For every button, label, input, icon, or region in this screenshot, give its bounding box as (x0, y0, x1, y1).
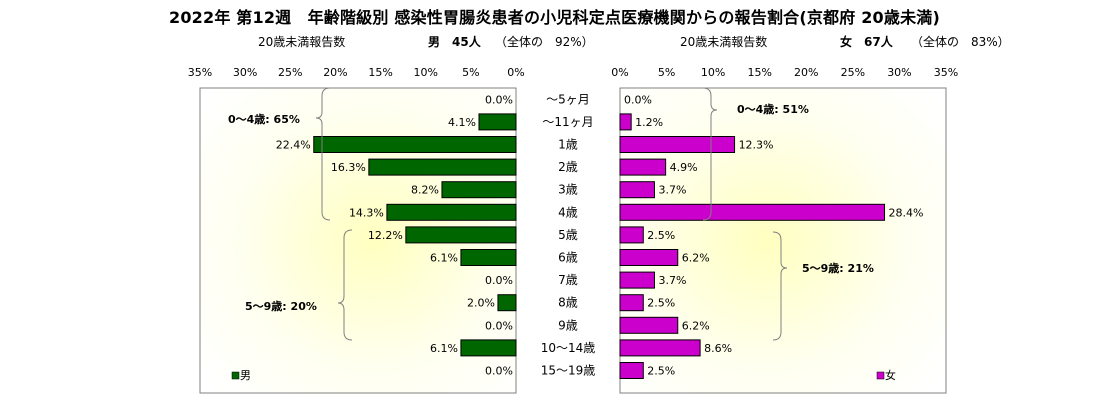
female-value-label: 6.2% (682, 252, 710, 265)
male-bar (460, 249, 517, 266)
male-value-label: 8.2% (411, 184, 439, 197)
left-axis-tick: 15% (368, 66, 392, 79)
right-axis-tick: 35% (934, 66, 958, 79)
female-5-9-bracket (772, 231, 788, 341)
male-0-4-bracket (315, 87, 331, 221)
male-bar (497, 294, 517, 312)
left-share: （全体の 92%） (495, 35, 594, 49)
male-value-label: 4.1% (448, 116, 476, 129)
left-axis-tick: 0% (507, 66, 524, 79)
male-value-label: 0.0% (485, 365, 513, 378)
category-label: 6歳 (558, 251, 578, 265)
left-axis-tick: 20% (323, 66, 347, 79)
right-axis-tick: 0% (611, 66, 628, 79)
male-value-label: 2.0% (467, 297, 495, 310)
female-value-label: 6.2% (682, 319, 710, 332)
category-label: 3歳 (558, 183, 578, 197)
female-bar (619, 249, 679, 266)
female-bar (619, 339, 701, 357)
female-bar (619, 136, 736, 153)
right-axis-tick: 30% (887, 66, 911, 79)
right-sex-count: 女 67人 (840, 35, 893, 49)
male-0-4-annotation: 0～4歳: 65% (228, 112, 300, 126)
male-legend-swatch (231, 371, 240, 380)
category-label: 5歳 (558, 228, 578, 242)
female-value-label: 1.2% (635, 116, 663, 129)
male-bar (313, 136, 517, 153)
category-label: 7歳 (558, 273, 578, 287)
male-value-label: 12.2% (368, 229, 403, 242)
male-value-label: 0.0% (485, 93, 513, 106)
category-label: 8歳 (558, 296, 578, 310)
female-0-4-annotation: 0～4歳: 51% (737, 102, 809, 116)
female-bar (619, 271, 655, 289)
female-0-4-bracket (702, 87, 718, 221)
category-label: 4歳 (558, 205, 578, 219)
chart-title: 2022年 第12週 年齢階級別 感染性胃腸炎患者の小児科定点医療機関からの報告… (169, 8, 940, 27)
left-caption: 20歳未満報告数 (258, 35, 346, 49)
male-bar (460, 339, 517, 357)
right-axis-tick: 25% (841, 66, 865, 79)
male-value-label: 16.3% (331, 161, 366, 174)
left-axis-tick: 25% (278, 66, 302, 79)
left-axis-tick: 10% (413, 66, 437, 79)
male-legend-label: 男 (240, 369, 251, 382)
male-5-9-bracket (337, 229, 353, 341)
right-axis-tick: 15% (747, 66, 771, 79)
female-bar (619, 362, 644, 379)
female-bar (619, 226, 644, 244)
right-axis-tick: 5% (658, 66, 675, 79)
male-bar (478, 113, 517, 131)
female-bar (619, 181, 655, 199)
male-value-label: 0.0% (485, 274, 513, 287)
male-bar (405, 226, 517, 244)
category-label: 9歳 (558, 318, 578, 332)
female-value-label: 3.7% (658, 184, 686, 197)
right-axis-tick: 20% (794, 66, 818, 79)
female-value-label: 2.5% (647, 297, 675, 310)
category-label: 15～19歳 (541, 364, 596, 378)
female-bar (619, 316, 679, 334)
male-5-9-annotation: 5～9歳: 20% (245, 299, 317, 313)
female-value-label: 2.5% (647, 229, 675, 242)
left-sex-count: 男 45人 (428, 35, 481, 49)
category-label: 2歳 (558, 160, 578, 174)
male-value-label: 22.4% (276, 139, 311, 152)
left-axis-tick: 30% (233, 66, 257, 79)
male-value-label: 6.1% (430, 342, 458, 355)
category-label: ～11ヶ月 (542, 115, 593, 129)
female-bar (619, 113, 632, 131)
male-bar (368, 158, 517, 176)
category-label: ～5ヶ月 (546, 92, 590, 106)
female-value-label: 12.3% (739, 139, 774, 152)
right-caption: 20歳未満報告数 (680, 35, 768, 49)
female-bar (619, 158, 667, 176)
male-value-label: 14.3% (349, 206, 384, 219)
female-value-label: 2.5% (647, 365, 675, 378)
right-share: （全体の 83%） (911, 35, 1010, 49)
category-label: 1歳 (558, 138, 578, 152)
female-legend-label: 女 (885, 368, 896, 382)
female-5-9-annotation: 5～9歳: 21% (802, 261, 874, 275)
female-value-label: 8.6% (704, 342, 732, 355)
male-bar (441, 181, 517, 199)
female-bar (619, 203, 886, 221)
female-value-label: 0.0% (624, 93, 652, 106)
female-value-label: 3.7% (658, 274, 686, 287)
male-bar (386, 203, 517, 221)
female-legend-swatch (876, 371, 885, 380)
male-value-label: 6.1% (430, 252, 458, 265)
left-axis-tick: 5% (462, 66, 479, 79)
male-value-label: 0.0% (485, 319, 513, 332)
category-label: 10～14歳 (541, 341, 596, 355)
female-bar (619, 294, 644, 312)
female-value-label: 28.4% (889, 206, 924, 219)
left-axis-tick: 35% (188, 66, 212, 79)
female-value-label: 4.9% (670, 161, 698, 174)
right-axis-tick: 10% (701, 66, 725, 79)
